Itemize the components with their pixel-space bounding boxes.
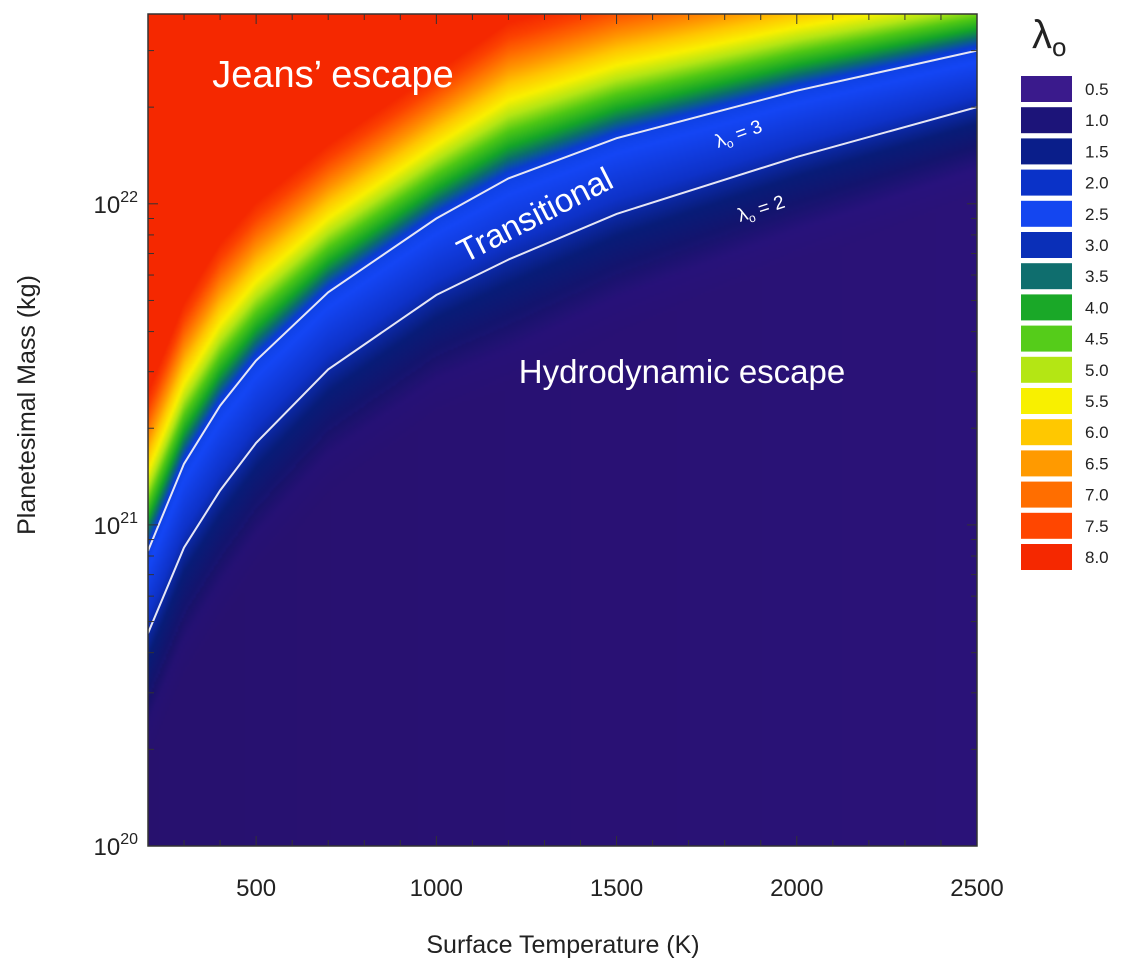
colorbar-label: 3.0: [1085, 236, 1109, 255]
y-tick-labels: 1020 1021 1022: [94, 189, 139, 861]
colorbar-label: 2.5: [1085, 205, 1109, 224]
contour-label-2-sub: o: [747, 210, 758, 225]
colorbar-label: 8.0: [1085, 548, 1109, 567]
colorbar-label: 0.5: [1085, 80, 1109, 99]
contour-lines: [148, 49, 977, 634]
x-tick-labels: 500 1000 1500 2000 2500: [236, 875, 1004, 902]
colorbar-title-sub: o: [1052, 32, 1066, 62]
colorbar-swatch: [1021, 512, 1072, 539]
colorbar-label: 1.0: [1085, 111, 1109, 130]
colorbar-swatch: [1021, 200, 1072, 227]
contour-line-2: [148, 106, 977, 634]
plot-frame: [147, 13, 978, 847]
x-tick-label: 2000: [770, 875, 823, 902]
colorbar-swatch: [1021, 481, 1072, 508]
heatmap-image: [148, 14, 977, 846]
colorbar-swatch: [1021, 450, 1072, 477]
colorbar-label: 2.0: [1085, 174, 1109, 193]
colorbar-swatch: [1021, 325, 1072, 352]
colorbar-swatch: [1021, 544, 1072, 570]
colorbar-label: 1.5: [1085, 142, 1109, 161]
x-tick-label: 500: [236, 875, 276, 902]
colorbar-swatch: [1021, 294, 1072, 321]
colorbar-swatch: [1021, 263, 1072, 290]
contour-label-3-sub: o: [725, 136, 736, 152]
colorbar-title: λo: [1032, 13, 1066, 62]
x-tick-label: 2500: [950, 875, 1003, 902]
colorbar-swatch: [1021, 388, 1072, 414]
colorbar-label: 7.0: [1085, 486, 1109, 505]
colorbar-label: 6.5: [1085, 454, 1109, 473]
y-axis-title: Planetesimal Mass (kg): [13, 275, 41, 535]
heatmap-field: [148, 14, 977, 846]
axis-ticks: [147, 14, 978, 847]
region-label-jeans: Jeans’ escape: [212, 54, 454, 96]
colorbar-swatch: [1021, 169, 1072, 196]
colorbar-label: 4.5: [1085, 330, 1109, 349]
region-label-hydrodynamic: Hydrodynamic escape: [519, 353, 846, 390]
x-axis-title: Surface Temperature (K): [426, 931, 699, 959]
colorbar-swatch: [1021, 138, 1072, 165]
colorbar-label: 5.5: [1085, 392, 1109, 411]
y-tick-label: 1021: [94, 510, 139, 540]
colorbar-swatches: 0.5 1.0 1.5 2.0 2.5 3.0 3.5 4.0 4.5 5.0 5.5 6.0 6.5 7…: [1021, 76, 1109, 570]
y-tick-label: 1020: [94, 831, 139, 861]
colorbar-label: 7.5: [1085, 517, 1109, 536]
colorbar-swatch: [1021, 107, 1072, 134]
colorbar-swatch: [1021, 419, 1072, 446]
colorbar-label: 6.0: [1085, 423, 1109, 442]
colorbar-label: 3.5: [1085, 267, 1109, 286]
colorbar-title-symbol: λ: [1032, 13, 1052, 57]
contour-line-3: [148, 49, 977, 552]
colorbar-label: 4.0: [1085, 298, 1109, 317]
x-tick-label: 1000: [410, 875, 463, 902]
colorbar-swatch: [1021, 232, 1072, 258]
colorbar-label: 5.0: [1085, 361, 1109, 380]
colorbar: λo 0.5 1.0 1.5 2.0 2.5 3.0 3.5 4.0 4.5 5.0 5.5 6.0 6…: [1021, 13, 1109, 570]
y-tick-label: 1022: [94, 189, 139, 219]
colorbar-swatch: [1021, 76, 1072, 102]
colorbar-swatch: [1021, 356, 1072, 383]
x-tick-label: 1500: [590, 875, 643, 902]
